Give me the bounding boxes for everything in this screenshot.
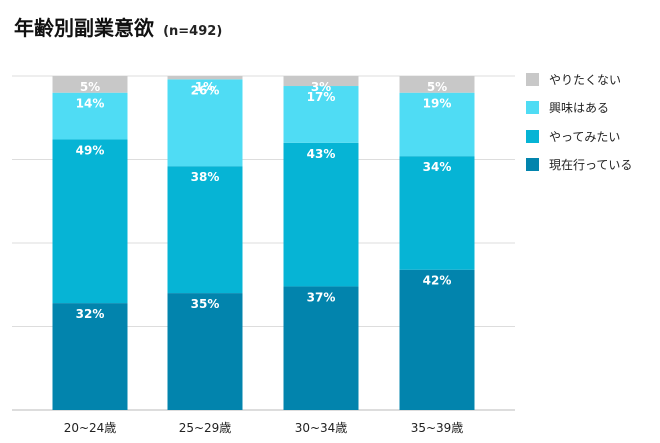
bar-segment	[283, 76, 359, 87]
legend-item: 現在行っている	[526, 158, 632, 172]
chart-subtitle: (n=492)	[163, 24, 223, 39]
legend-swatch	[526, 72, 539, 86]
bar-segment	[399, 156, 475, 270]
legend-label: 興味はある	[549, 101, 610, 115]
bar-segment	[52, 303, 128, 410]
data-label: 5%	[80, 80, 100, 94]
bar-segment	[283, 286, 359, 410]
bar-segment	[167, 76, 243, 80]
chart-title: 年齢別副業意欲	[14, 16, 154, 40]
data-label: 37%	[307, 290, 336, 304]
data-label: 1%	[195, 80, 215, 94]
bar-segment	[283, 142, 359, 287]
data-label: 17%	[307, 90, 336, 104]
legend-item: 興味はある	[526, 101, 632, 115]
bar-segment	[399, 269, 475, 410]
legend-swatch	[526, 101, 539, 114]
legend-label: やりたくない	[549, 72, 622, 87]
data-label: 19%	[423, 97, 452, 111]
data-label: 35%	[191, 297, 220, 311]
data-label: 34%	[423, 160, 452, 174]
bar-segment	[399, 76, 475, 93]
bar-segment	[399, 92, 475, 157]
bar-segment	[52, 76, 128, 93]
bar-segment	[167, 293, 243, 410]
legend-swatch	[526, 129, 539, 143]
data-label: 42%	[423, 274, 452, 288]
data-label: 3%	[311, 80, 331, 94]
legend-swatch	[526, 158, 539, 171]
legend: やりたくない 興味はあるやってみたい 現在行っている	[526, 72, 632, 186]
bar-segment	[283, 86, 359, 143]
data-label: 32%	[76, 307, 105, 321]
x-tick-label: 30~34歳	[295, 421, 348, 435]
data-label: 43%	[307, 147, 336, 161]
data-label: 49%	[76, 143, 105, 157]
data-label: 26%	[191, 83, 220, 97]
title-row: 年齢別副業意欲 (n=492)	[14, 12, 222, 41]
x-tick-label: 20~24歳	[64, 421, 117, 435]
legend-item: やりたくない	[526, 72, 632, 87]
x-tick-label: 35~39歳	[411, 421, 464, 435]
bar-segment	[52, 139, 128, 304]
data-label: 5%	[427, 80, 447, 94]
bar-segment	[167, 79, 243, 167]
bar-segment	[52, 92, 128, 140]
data-label: 14%	[76, 97, 105, 111]
legend-label: やってみたい	[549, 129, 621, 144]
bar-segment	[167, 166, 243, 294]
legend-item: やってみたい	[526, 129, 632, 144]
x-tick-label: 25~29歳	[179, 421, 232, 435]
legend-label: 現在行っている	[549, 158, 633, 172]
data-label: 38%	[191, 170, 220, 184]
